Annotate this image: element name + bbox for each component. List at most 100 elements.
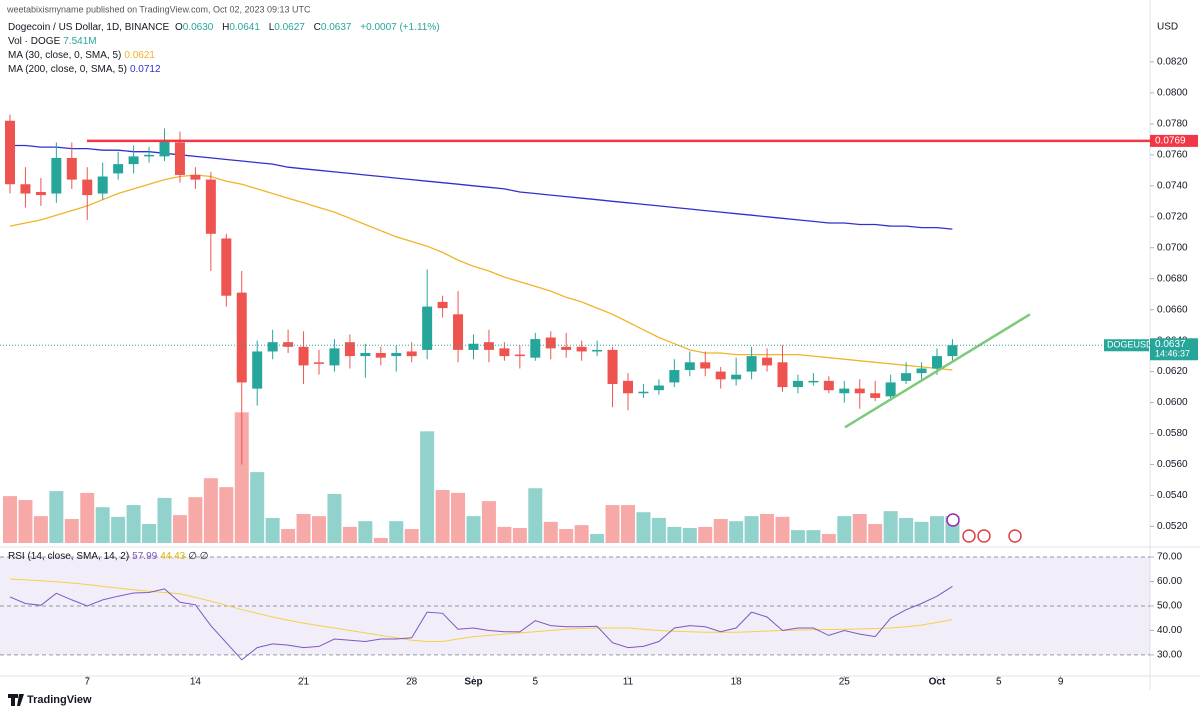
y-tick-label: 60.00 bbox=[1157, 576, 1182, 587]
ma-value: 0.0712 bbox=[129, 64, 161, 75]
x-tick-label: 5 bbox=[533, 677, 539, 688]
candle-body bbox=[267, 342, 278, 352]
volume-bar bbox=[543, 521, 558, 543]
candle-body bbox=[483, 342, 494, 350]
volume-bar bbox=[528, 488, 543, 543]
candle-body bbox=[715, 371, 726, 380]
candle-body bbox=[870, 393, 881, 398]
candle-body bbox=[530, 339, 541, 358]
rsi-value: 57.99 bbox=[132, 551, 158, 562]
candle-body bbox=[576, 346, 587, 352]
volume-bar bbox=[250, 472, 265, 543]
candle-body bbox=[298, 346, 309, 366]
candle-body bbox=[174, 142, 185, 175]
y-tick-label: 0.0720 bbox=[1157, 211, 1188, 222]
candle-body bbox=[839, 388, 850, 394]
volume-bar bbox=[49, 491, 64, 543]
candle-body bbox=[499, 348, 510, 357]
candle-body bbox=[561, 346, 572, 350]
volume-bar bbox=[126, 505, 141, 543]
price-tag-label: 0.0637 bbox=[1155, 339, 1186, 350]
y-tick-label: 0.0620 bbox=[1157, 366, 1188, 377]
volume-bar bbox=[296, 514, 311, 543]
volume-bar bbox=[667, 526, 682, 543]
header-row: Dogecoin / US Dollar, 1D, BINANCE O0.063… bbox=[8, 22, 443, 33]
y-tick-label: 0.0540 bbox=[1157, 490, 1188, 501]
y-tick-label: 40.00 bbox=[1157, 625, 1182, 636]
ma-value: 0.0621 bbox=[124, 50, 155, 61]
ohlc-value: 0.0627 bbox=[274, 22, 305, 33]
y-tick-label: 0.0600 bbox=[1157, 397, 1188, 408]
logo bbox=[8, 694, 24, 706]
y-tick-label: 0.0820 bbox=[1157, 57, 1188, 68]
candle-body bbox=[592, 349, 603, 352]
candle-body bbox=[35, 191, 46, 196]
volume-bar bbox=[172, 515, 187, 543]
candle-body bbox=[221, 238, 232, 296]
candle-body bbox=[66, 157, 77, 180]
ohlc-key: L bbox=[268, 22, 275, 33]
candle-body bbox=[252, 351, 263, 389]
candle-body bbox=[5, 120, 15, 185]
ohlc-key: O bbox=[174, 22, 183, 33]
trendline bbox=[844, 313, 1031, 429]
y-tick-label: 0.0740 bbox=[1157, 180, 1188, 191]
volume-bar bbox=[312, 516, 326, 543]
volume-bar bbox=[883, 511, 898, 543]
candle-body bbox=[777, 362, 788, 388]
volume-bar bbox=[435, 490, 450, 543]
volume-bar bbox=[651, 517, 666, 543]
candle-body bbox=[932, 356, 942, 369]
volume-bar bbox=[466, 516, 481, 543]
volume-bar bbox=[574, 525, 589, 543]
candle-body bbox=[82, 179, 93, 196]
volume-bar bbox=[80, 492, 95, 543]
byline: weetabixismyname published on TradingVie… bbox=[6, 4, 311, 14]
volume-bar bbox=[899, 517, 914, 543]
volume-bar bbox=[590, 534, 605, 543]
candle-body bbox=[746, 356, 757, 372]
rsi-ma-value: 44.43 bbox=[160, 551, 186, 562]
candle-body bbox=[344, 342, 355, 357]
volume-bar bbox=[203, 478, 218, 543]
volume-bar bbox=[760, 514, 775, 543]
x-tick-label: Sep bbox=[464, 677, 482, 688]
candle-body bbox=[607, 349, 618, 384]
y-tick-label: 0.0560 bbox=[1157, 459, 1188, 470]
volume-bar bbox=[481, 501, 496, 543]
price-tag bbox=[1150, 338, 1198, 361]
volume-value: 7.541M bbox=[63, 36, 97, 47]
ohlc-c: C0.0637 bbox=[314, 22, 355, 33]
hline-tag-label: 0.0769 bbox=[1155, 136, 1186, 147]
candle-body bbox=[762, 357, 773, 366]
ma-line bbox=[10, 144, 953, 230]
economic-event-icon bbox=[962, 529, 976, 543]
candle-body bbox=[283, 342, 294, 347]
candle-body bbox=[653, 385, 664, 391]
candle-body bbox=[669, 370, 680, 383]
candle-body bbox=[329, 348, 340, 366]
ma-name: MA (30, close, 0, SMA, 5) bbox=[8, 50, 122, 61]
ohlc-o: O0.0630 bbox=[175, 22, 216, 33]
volume-bar bbox=[327, 493, 342, 543]
candle-body bbox=[236, 292, 247, 383]
volume-bar bbox=[775, 516, 790, 543]
candle-body bbox=[514, 354, 525, 357]
x-tick-label: 5 bbox=[996, 677, 1002, 688]
x-tick-label: 9 bbox=[1058, 677, 1064, 688]
volume-bar bbox=[342, 526, 357, 543]
candle-body bbox=[808, 380, 819, 383]
x-tick-label: 25 bbox=[839, 677, 851, 688]
y-tick-label: 30.00 bbox=[1157, 650, 1182, 661]
candle-body bbox=[391, 353, 402, 357]
candle-body bbox=[190, 174, 201, 180]
candle-body bbox=[453, 314, 464, 350]
volume-bar bbox=[930, 516, 944, 543]
symbol-tag bbox=[1104, 339, 1149, 352]
volume-bar bbox=[33, 516, 48, 543]
candle-body bbox=[97, 176, 108, 194]
ma-name: MA (200, close, 0, SMA, 5) bbox=[8, 64, 127, 75]
x-tick-label: 7 bbox=[84, 677, 90, 688]
y-tick-label: 50.00 bbox=[1157, 601, 1182, 612]
